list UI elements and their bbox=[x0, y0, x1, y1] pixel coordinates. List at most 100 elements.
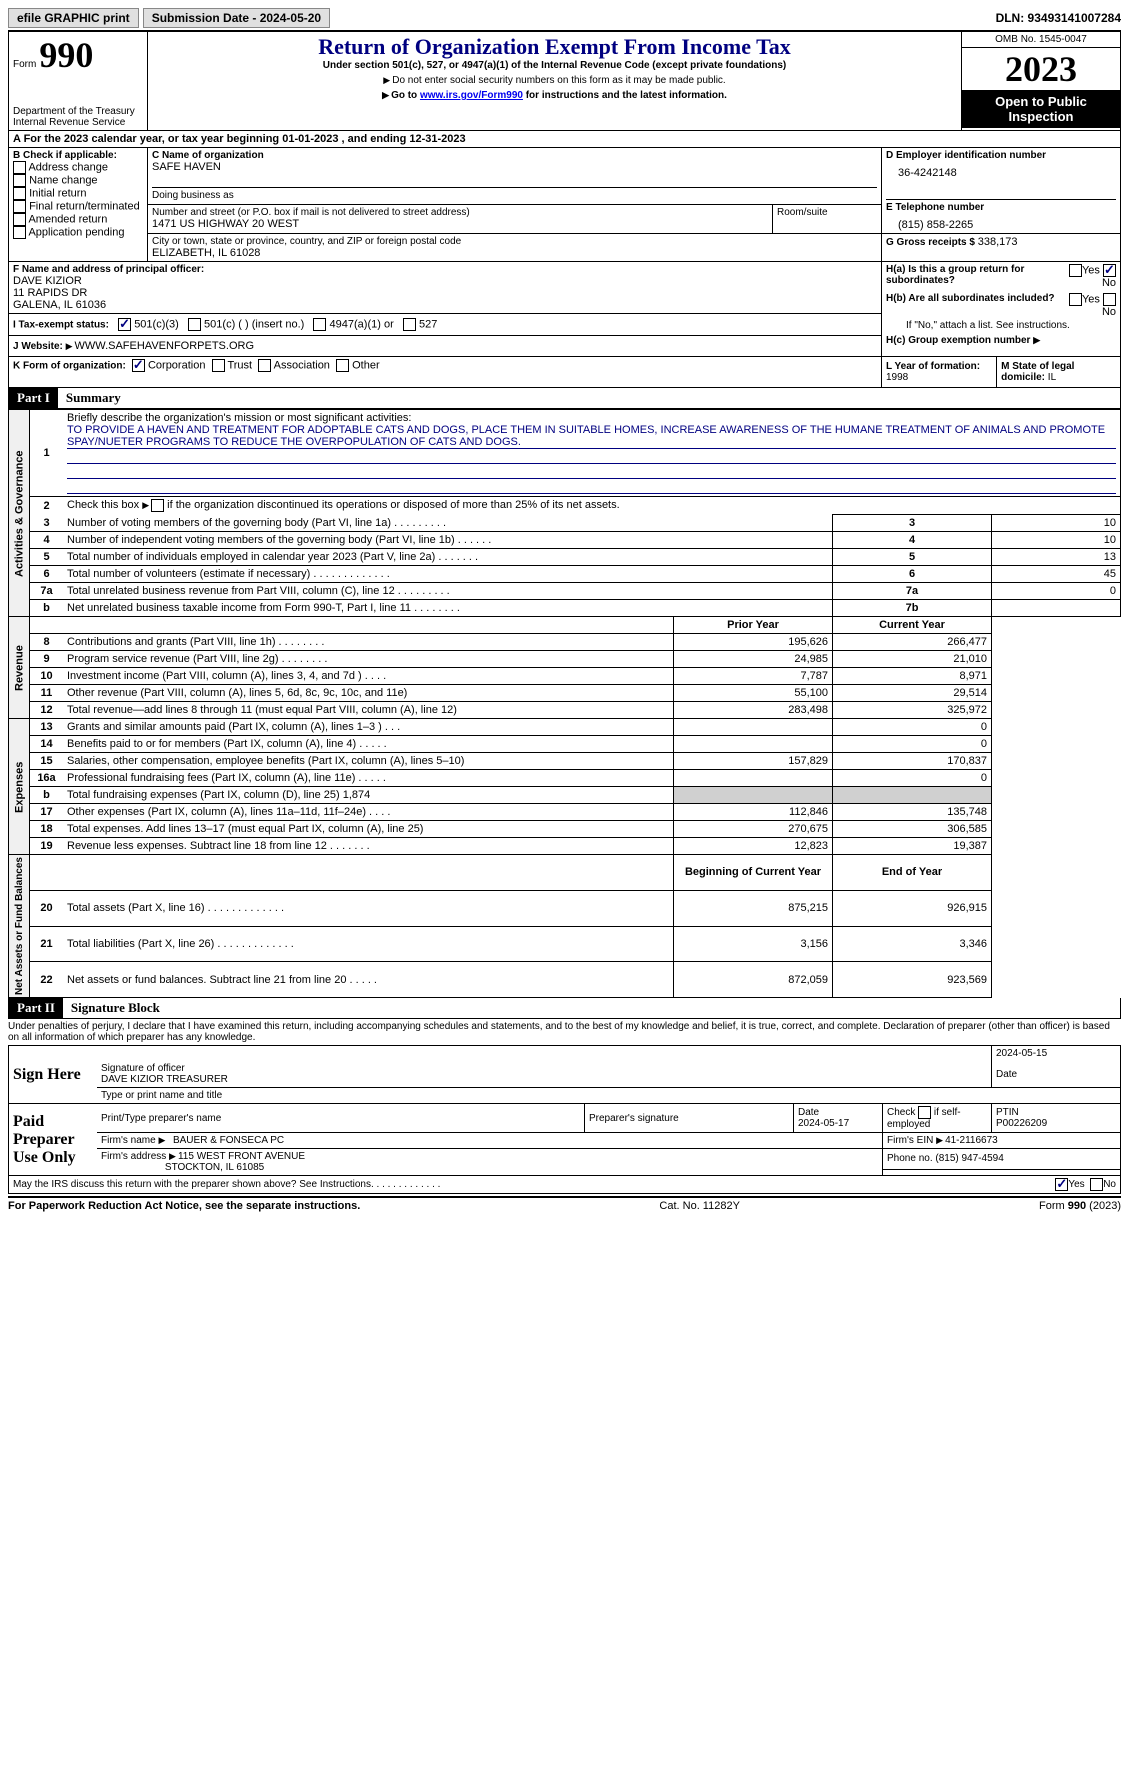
efile-print-button[interactable]: efile GRAPHIC print bbox=[8, 8, 139, 28]
line14-current: 0 bbox=[833, 736, 992, 753]
discuss-label: May the IRS discuss this return with the… bbox=[13, 1179, 440, 1190]
irs-link[interactable]: www.irs.gov/Form990 bbox=[420, 90, 523, 101]
line15-current: 170,837 bbox=[833, 753, 992, 770]
discuss-no-checkbox[interactable] bbox=[1090, 1178, 1103, 1191]
line9-label: Program service revenue (Part VIII, line… bbox=[63, 651, 674, 668]
line17-current: 135,748 bbox=[833, 804, 992, 821]
assoc-checkbox[interactable] bbox=[258, 359, 271, 372]
phone-label: E Telephone number bbox=[886, 199, 1116, 213]
tax-year: 2023 bbox=[962, 48, 1120, 90]
form-org-label: K Form of organization: bbox=[13, 360, 126, 371]
gross-receipts-label: G Gross receipts $ bbox=[886, 237, 978, 248]
corp-checkbox[interactable] bbox=[132, 359, 145, 372]
domicile-label: M State of legal domicile: bbox=[1001, 361, 1074, 383]
addr-change-checkbox[interactable] bbox=[13, 161, 26, 174]
mission-text: TO PROVIDE A HAVEN AND TREATMENT FOR ADO… bbox=[67, 424, 1116, 449]
sig-date-value: 2024-05-15 bbox=[992, 1046, 1121, 1062]
ha-no-checkbox[interactable] bbox=[1103, 264, 1116, 277]
line11-prior: 55,100 bbox=[674, 685, 833, 702]
suite-label: Room/suite bbox=[773, 205, 882, 234]
name-change-checkbox[interactable] bbox=[13, 174, 26, 187]
firm-phone-label: Phone no. bbox=[887, 1153, 935, 1164]
prep-date-value: 2024-05-17 bbox=[798, 1118, 849, 1129]
hb-note: If "No," attach a list. See instructions… bbox=[882, 320, 1120, 333]
form-prefix: Form bbox=[13, 59, 36, 70]
goto-suffix: for instructions and the latest informat… bbox=[523, 90, 727, 101]
line6-value: 45 bbox=[992, 566, 1121, 583]
irs-label: Internal Revenue Service bbox=[13, 117, 143, 128]
final-return-checkbox[interactable] bbox=[13, 200, 26, 213]
line2-checkbox[interactable] bbox=[151, 499, 164, 512]
527-checkbox[interactable] bbox=[403, 318, 416, 331]
firm-ein-value: 41-2116673 bbox=[945, 1135, 998, 1146]
line21-begin: 3,156 bbox=[674, 926, 833, 962]
self-employed-cell: Check if self-employed bbox=[883, 1104, 992, 1133]
line15-label: Salaries, other compensation, employee b… bbox=[63, 753, 674, 770]
yes-label: Yes bbox=[1082, 264, 1100, 276]
line12-prior: 283,498 bbox=[674, 702, 833, 719]
line22-label: Net assets or fund balances. Subtract li… bbox=[63, 962, 674, 998]
corp-label: Corporation bbox=[148, 359, 205, 371]
line12-current: 325,972 bbox=[833, 702, 992, 719]
line10-prior: 7,787 bbox=[674, 668, 833, 685]
firm-addr-label: Firm's address bbox=[101, 1151, 169, 1162]
line15-prior: 157,829 bbox=[674, 753, 833, 770]
line9-current: 21,010 bbox=[833, 651, 992, 668]
app-pending-checkbox[interactable] bbox=[13, 226, 26, 239]
amended-label: Amended return bbox=[28, 213, 107, 225]
dba-label: Doing business as bbox=[152, 187, 877, 201]
501c3-checkbox[interactable] bbox=[118, 318, 131, 331]
end-year-header: End of Year bbox=[833, 855, 992, 891]
line18-label: Total expenses. Add lines 13–17 (must eq… bbox=[63, 821, 674, 838]
box-b-label: B Check if applicable: bbox=[13, 150, 143, 161]
hb-yes-checkbox[interactable] bbox=[1069, 293, 1082, 306]
sig-date-label: Date bbox=[992, 1061, 1121, 1088]
part1-header: Part I bbox=[9, 388, 58, 408]
ptin-value: P00226209 bbox=[996, 1118, 1047, 1129]
line13-prior bbox=[674, 719, 833, 736]
sig-officer-value: DAVE KIZIOR TREASURER bbox=[101, 1074, 987, 1085]
treasury-dept: Department of the Treasury bbox=[13, 106, 143, 117]
line7b-label: Net unrelated business taxable income fr… bbox=[63, 600, 833, 617]
entity-info: B Check if applicable: Address change Na… bbox=[8, 147, 1121, 388]
org-name-label: C Name of organization bbox=[152, 150, 877, 161]
perjury-statement: Under penalties of perjury, I declare th… bbox=[8, 1019, 1121, 1045]
phone-value: (815) 858-2265 bbox=[898, 219, 1116, 231]
line19-prior: 12,823 bbox=[674, 838, 833, 855]
line17-label: Other expenses (Part IX, column (A), lin… bbox=[63, 804, 674, 821]
hb-label: H(b) Are all subordinates included? bbox=[886, 293, 1055, 304]
footer: For Paperwork Reduction Act Notice, see … bbox=[8, 1196, 1121, 1212]
initial-return-label: Initial return bbox=[29, 187, 86, 199]
line6-label: Total number of volunteers (estimate if … bbox=[63, 566, 833, 583]
begin-year-header: Beginning of Current Year bbox=[674, 855, 833, 891]
trust-checkbox[interactable] bbox=[212, 359, 225, 372]
4947-checkbox[interactable] bbox=[313, 318, 326, 331]
part2-header: Part II bbox=[9, 998, 63, 1018]
line18-current: 306,585 bbox=[833, 821, 992, 838]
line3-label: Number of voting members of the governin… bbox=[63, 515, 833, 532]
line14-prior bbox=[674, 736, 833, 753]
discuss-no-label: No bbox=[1103, 1179, 1116, 1190]
prep-name-label: Print/Type preparer's name bbox=[97, 1104, 585, 1133]
part1-title: Summary bbox=[58, 388, 129, 408]
other-checkbox[interactable] bbox=[336, 359, 349, 372]
officer-addr1: 11 RAPIDS DR bbox=[13, 287, 877, 299]
discuss-yes-checkbox[interactable] bbox=[1055, 1178, 1068, 1191]
527-label: 527 bbox=[419, 318, 437, 330]
501c-checkbox[interactable] bbox=[188, 318, 201, 331]
hb-no-checkbox[interactable] bbox=[1103, 293, 1116, 306]
line8-label: Contributions and grants (Part VIII, lin… bbox=[63, 634, 674, 651]
ein-value: 36-4242148 bbox=[898, 167, 1116, 179]
ha-yes-checkbox[interactable] bbox=[1069, 264, 1082, 277]
domicile-value: IL bbox=[1048, 372, 1056, 383]
org-name: SAFE HAVEN bbox=[152, 161, 877, 173]
netassets-vert-label: Net Assets or Fund Balances bbox=[9, 855, 30, 998]
initial-return-checkbox[interactable] bbox=[13, 187, 26, 200]
ein-label: D Employer identification number bbox=[886, 150, 1116, 161]
form-title: Return of Organization Exempt From Incom… bbox=[152, 34, 957, 60]
amended-checkbox[interactable] bbox=[13, 213, 26, 226]
sign-here-label: Sign Here bbox=[9, 1046, 98, 1104]
form-number: 990 bbox=[39, 35, 93, 75]
self-employed-checkbox[interactable] bbox=[918, 1106, 931, 1119]
form-subtitle: Under section 501(c), 527, or 4947(a)(1)… bbox=[152, 60, 957, 71]
